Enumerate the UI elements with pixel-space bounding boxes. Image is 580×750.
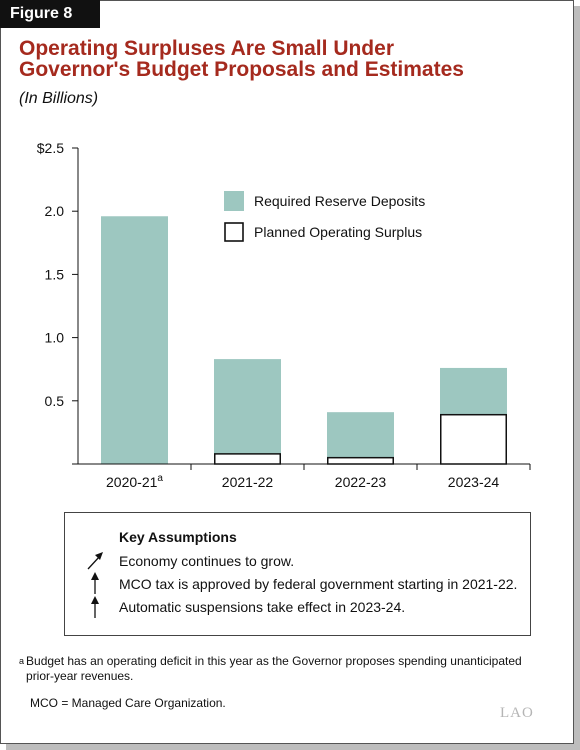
x-tick-label: 2023-24 <box>448 474 500 490</box>
y-tick-label: $2.5 <box>37 140 64 156</box>
legend-label-reserve: Required Reserve Deposits <box>254 193 425 209</box>
frame-shadow-bottom <box>6 744 580 750</box>
y-tick-label: 2.0 <box>45 203 65 219</box>
bars-group <box>101 216 507 465</box>
bar-reserve-deposits <box>440 367 507 415</box>
key-assumptions-title: Key Assumptions <box>119 529 237 545</box>
frame-shadow-right <box>574 6 580 750</box>
bar-operating-surplus <box>440 413 507 465</box>
footnote-marker: a <box>19 656 25 666</box>
assumption-item: Economy continues to grow. <box>119 553 295 569</box>
assumption-item: MCO tax is approved by federal governmen… <box>119 576 518 592</box>
lao-logo: LAO <box>500 705 534 721</box>
key-assumptions-box: Key Assumptions Economy continues to gro… <box>64 512 531 636</box>
footnote: a Budget has an operating deficit in this… <box>19 654 549 684</box>
arrow-up-right-icon <box>87 552 103 570</box>
figure-label: Figure 8 <box>0 0 100 28</box>
chart-subtitle: (In Billions) <box>19 90 99 107</box>
legend-label-surplus: Planned Operating Surplus <box>254 224 422 240</box>
assumption-item: Automatic suspensions take effect in 202… <box>119 599 406 615</box>
abbreviation-note: MCO = Managed Care Organization. <box>30 696 226 710</box>
y-tick-label: 0.5 <box>45 393 65 409</box>
x-tick-label: 2020-21a <box>106 473 163 490</box>
legend: Required Reserve Deposits Planned Operat… <box>224 191 425 242</box>
x-axis: 2020-21a 2021-22 2022-23 2023-24 <box>78 463 531 490</box>
footnote-text: Budget has an operating deficit in this … <box>26 654 522 683</box>
y-tick-label: 1.5 <box>45 266 65 282</box>
bar-reserve-deposits <box>327 412 394 458</box>
bar-operating-surplus <box>214 453 281 465</box>
chart-title: Operating Surpluses Are Small Under Gove… <box>19 38 559 80</box>
bar-operating-surplus <box>327 456 394 465</box>
bar-reserve-deposits <box>101 216 168 464</box>
title-line-1: Operating Surpluses Are Small Under <box>19 37 394 60</box>
x-tick-superscript: a <box>157 473 163 484</box>
title-line-2: Governor's Budget Proposals and Estimate… <box>19 58 464 81</box>
arrow-up-icon <box>91 572 99 594</box>
x-tick-label: 2022-23 <box>335 474 387 490</box>
legend-swatch-reserve <box>224 191 244 211</box>
legend-swatch-surplus <box>224 222 244 242</box>
x-tick-label: 2021-22 <box>222 474 274 490</box>
y-axis: 0.5 1.0 1.5 2.0 $2.5 <box>37 140 79 465</box>
bar-reserve-deposits <box>214 359 281 454</box>
arrow-up-icon <box>91 596 99 618</box>
bar-chart: 0.51.01.52.0$2.5 2020-21a 2021-22 2022-23 2… <box>37 140 531 490</box>
y-tick-label: 1.0 <box>45 330 65 346</box>
